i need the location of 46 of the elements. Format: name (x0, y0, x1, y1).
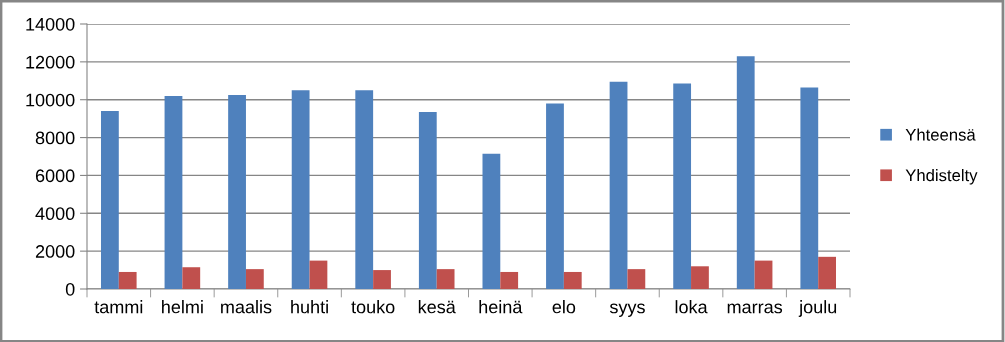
bar (627, 269, 646, 289)
bar (563, 271, 582, 289)
x-tick-label: maalis (221, 300, 272, 314)
y-tick-label: 8000 (35, 131, 75, 145)
bar (309, 260, 328, 289)
x-tick-label: huhti (291, 300, 328, 314)
bar (245, 269, 264, 289)
bar (673, 83, 692, 289)
legend-label: Yhdistelty (905, 169, 978, 185)
bar (373, 270, 391, 289)
x-tick-label: loka (675, 300, 708, 314)
y-tick-label: 10000 (26, 93, 75, 107)
bar (818, 256, 837, 289)
bar (500, 271, 519, 289)
bar (736, 56, 755, 289)
x-tick-label: tammi (94, 300, 143, 314)
x-tick-label: syys (609, 303, 645, 317)
bar (546, 103, 564, 289)
bar (418, 112, 437, 289)
y-tick-label: 6000 (35, 169, 75, 183)
bar (609, 81, 628, 289)
x-tick-label: helmi (162, 300, 203, 314)
bar (100, 111, 119, 289)
bar (482, 153, 501, 289)
x-tick-label: elo (552, 300, 576, 314)
bar (164, 95, 183, 289)
x-tick-label: kesä (418, 300, 456, 314)
bar (754, 260, 773, 289)
bar (291, 90, 310, 289)
legend-label: Yhteensä (905, 128, 976, 141)
bar (691, 266, 709, 289)
y-tick-label: 0 (65, 282, 75, 296)
y-tick-label: 2000 (35, 245, 75, 258)
y-tick-label: 12000 (26, 55, 75, 69)
bar (182, 267, 201, 289)
x-tick-label: touko (351, 300, 395, 314)
y-tick-label: 14000 (26, 17, 75, 31)
x-tick-label: joulu (798, 300, 837, 317)
x-tick-label: heinä (479, 300, 523, 314)
bar (228, 94, 246, 289)
bar (355, 90, 374, 289)
bar (118, 271, 137, 289)
y-tick-label: 4000 (35, 207, 75, 221)
bar (436, 269, 455, 289)
bar (800, 87, 819, 289)
x-tick-label: marras (727, 303, 783, 314)
